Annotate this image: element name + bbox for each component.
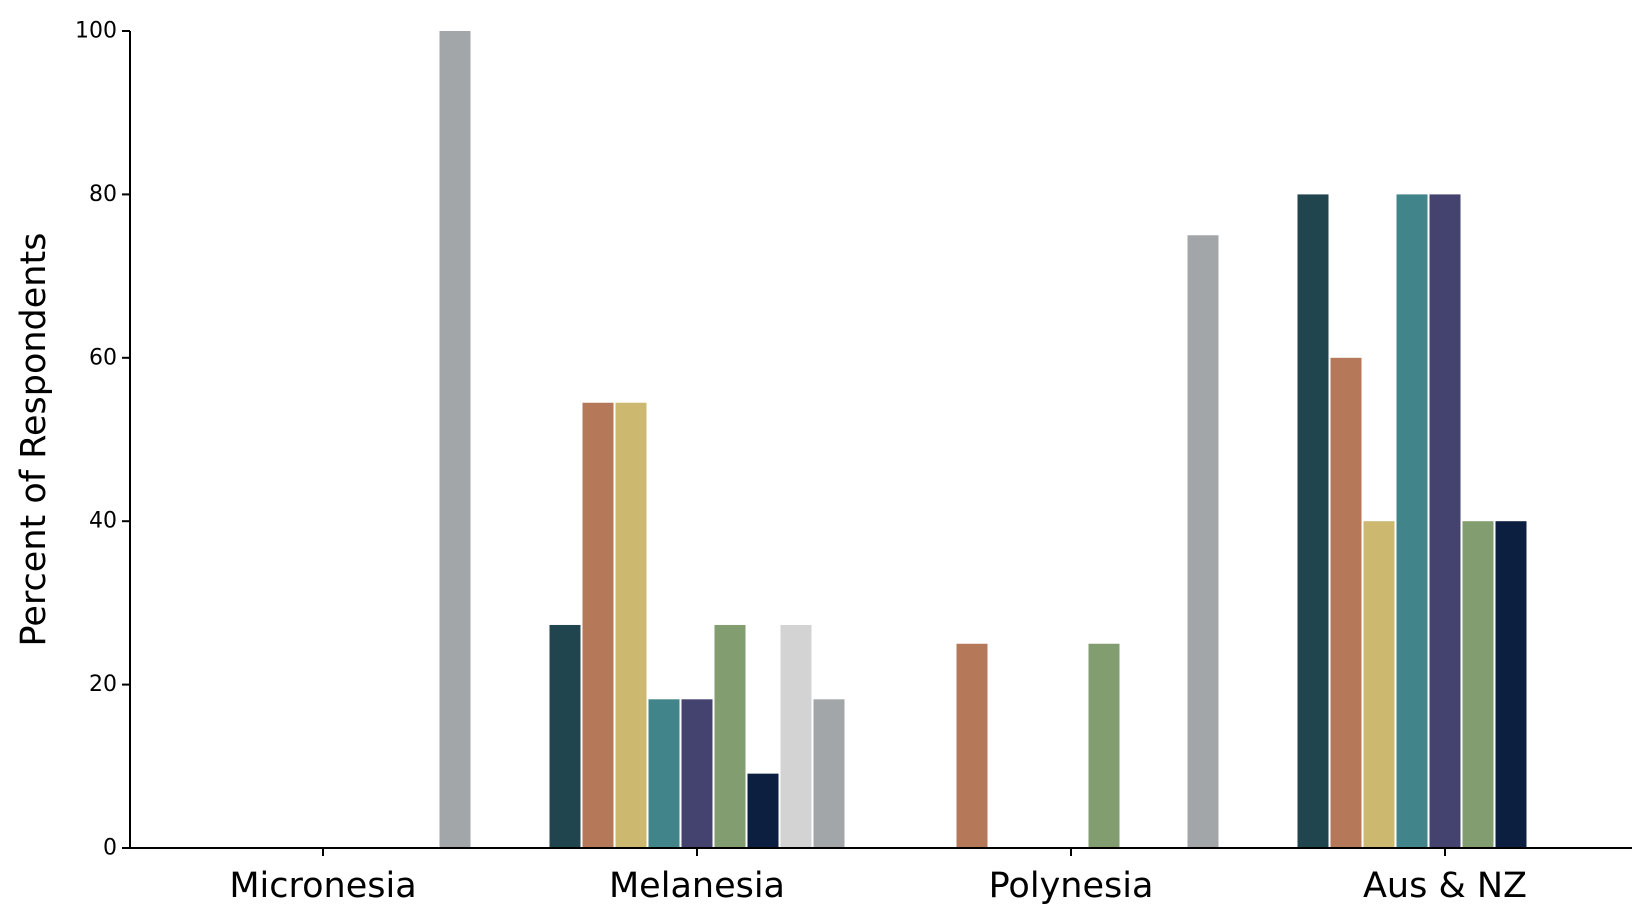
x-category-label: Micronesia <box>229 866 416 906</box>
bar <box>1297 194 1329 848</box>
bar <box>1462 521 1494 848</box>
x-category-label: Melanesia <box>609 866 785 906</box>
x-category-label: Aus & NZ <box>1363 866 1527 906</box>
bars-group <box>439 31 1527 848</box>
bar <box>813 699 845 848</box>
bar <box>615 402 647 848</box>
y-tick-label: 20 <box>89 672 117 697</box>
bar <box>780 624 812 848</box>
x-category-label: Polynesia <box>989 866 1154 906</box>
y-tick-label: 80 <box>89 182 117 207</box>
bar <box>1330 357 1362 848</box>
y-tick-label: 100 <box>75 19 117 44</box>
y-tick-label: 40 <box>89 509 117 534</box>
bar <box>648 699 680 848</box>
x-ticks-group: Micronesia Melanesia Polynesia Aus & NZ <box>229 848 1527 906</box>
bar <box>714 624 746 848</box>
y-tick-label: 60 <box>89 345 117 370</box>
bar <box>439 31 471 848</box>
bar <box>1187 235 1219 848</box>
bar <box>747 773 779 848</box>
y-axis-title: Percent of Respondents <box>14 233 54 647</box>
y-tick-label: 0 <box>103 836 117 861</box>
bar <box>1396 194 1428 848</box>
y-ticks-group: 0 20 40 60 80 100 <box>75 19 130 861</box>
bar <box>1363 521 1395 848</box>
bar <box>681 699 713 848</box>
axes-group <box>129 31 1632 849</box>
bar <box>956 643 988 848</box>
bar <box>549 624 581 848</box>
bar <box>1429 194 1461 848</box>
bar <box>582 402 614 848</box>
bar <box>1088 643 1120 848</box>
bar <box>1495 521 1527 848</box>
